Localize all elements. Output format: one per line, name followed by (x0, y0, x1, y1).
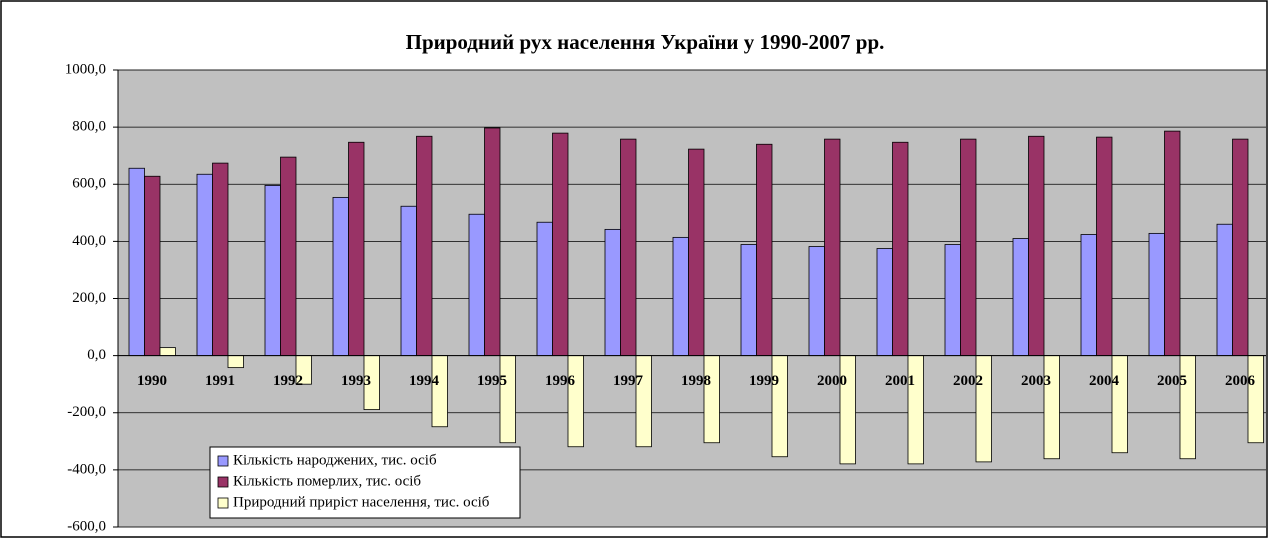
y-tick-label: 800,0 (72, 119, 106, 135)
legend (209, 446, 521, 519)
bar (552, 132, 569, 357)
bar (944, 244, 961, 357)
bar (620, 138, 637, 357)
bar (1043, 355, 1060, 460)
bar (567, 355, 584, 448)
bar (280, 156, 297, 357)
x-tick-label: 1993 (341, 373, 371, 389)
bar (824, 138, 841, 357)
bar (144, 175, 161, 357)
bar (431, 355, 448, 428)
bar (960, 138, 977, 357)
legend-swatch (217, 497, 229, 509)
x-tick-label: 2002 (953, 373, 983, 389)
bar (1080, 234, 1097, 357)
x-tick-label: 1997 (613, 373, 644, 389)
bar (876, 248, 893, 357)
x-tick-label: 1991 (205, 373, 235, 389)
bar (672, 236, 689, 357)
bar (975, 355, 992, 463)
x-tick-label: 2001 (885, 373, 915, 389)
y-tick-label: -600,0 (67, 518, 106, 534)
bar (484, 127, 501, 357)
bar (771, 355, 788, 458)
y-tick-label: 200,0 (72, 290, 106, 306)
x-tick-label: 2000 (817, 373, 847, 389)
bar (907, 355, 924, 465)
bar (1028, 135, 1045, 357)
chart-title: Природний рух населення України у 1990-2… (406, 30, 885, 54)
x-tick-label: 2005 (1157, 373, 1187, 389)
bar (128, 167, 145, 357)
y-tick-label: -400,0 (67, 461, 106, 477)
legend-swatch (217, 476, 229, 488)
bar (332, 196, 349, 357)
bar (212, 162, 229, 357)
bar (400, 205, 417, 357)
x-tick-label: 2006 (1225, 373, 1256, 389)
bar (703, 355, 720, 444)
x-tick-label: 1995 (477, 373, 507, 389)
bar (1216, 223, 1233, 357)
x-tick-label: 1996 (545, 373, 576, 389)
bar (264, 184, 281, 357)
legend-label: Кількість померлих, тис. осіб (233, 473, 421, 489)
x-tick-label: 2003 (1021, 373, 1051, 389)
x-tick-label: 1992 (273, 373, 303, 389)
bar (468, 213, 485, 357)
y-tick-label: 1000,0 (65, 61, 106, 77)
bar (1179, 355, 1196, 460)
x-tick-label: 1990 (137, 373, 167, 389)
x-tick-label: 1998 (681, 373, 711, 389)
y-tick-label: 0,0 (87, 347, 106, 363)
bar (839, 355, 856, 465)
bar (499, 355, 516, 444)
x-tick-label: 1999 (749, 373, 779, 389)
bar (604, 228, 621, 357)
bar (688, 148, 705, 357)
bar (1111, 355, 1128, 454)
bar (159, 347, 176, 357)
bar (1012, 238, 1029, 357)
bar (808, 246, 825, 357)
bar (756, 143, 773, 357)
bar (536, 221, 553, 357)
bar (1232, 138, 1249, 357)
bar (227, 355, 244, 369)
bar (1247, 355, 1264, 444)
legend-label: Природний приріст населення, тис. осіб (233, 494, 490, 510)
y-tick-label: 400,0 (72, 233, 106, 249)
bar (740, 244, 757, 357)
y-tick-label: -200,0 (67, 404, 106, 420)
bar (1148, 232, 1165, 357)
bar (635, 355, 652, 448)
x-tick-label: 1994 (409, 373, 440, 389)
bar (348, 141, 365, 357)
bar (196, 173, 213, 357)
legend-label: Кількість народжених, тис. осіб (233, 452, 437, 468)
y-tick-label: 600,0 (72, 176, 106, 192)
bar (416, 135, 433, 357)
x-tick-label: 2004 (1089, 373, 1120, 389)
legend-swatch (217, 455, 229, 467)
bar (1164, 130, 1181, 357)
bar (892, 141, 909, 357)
bar (1096, 136, 1113, 357)
